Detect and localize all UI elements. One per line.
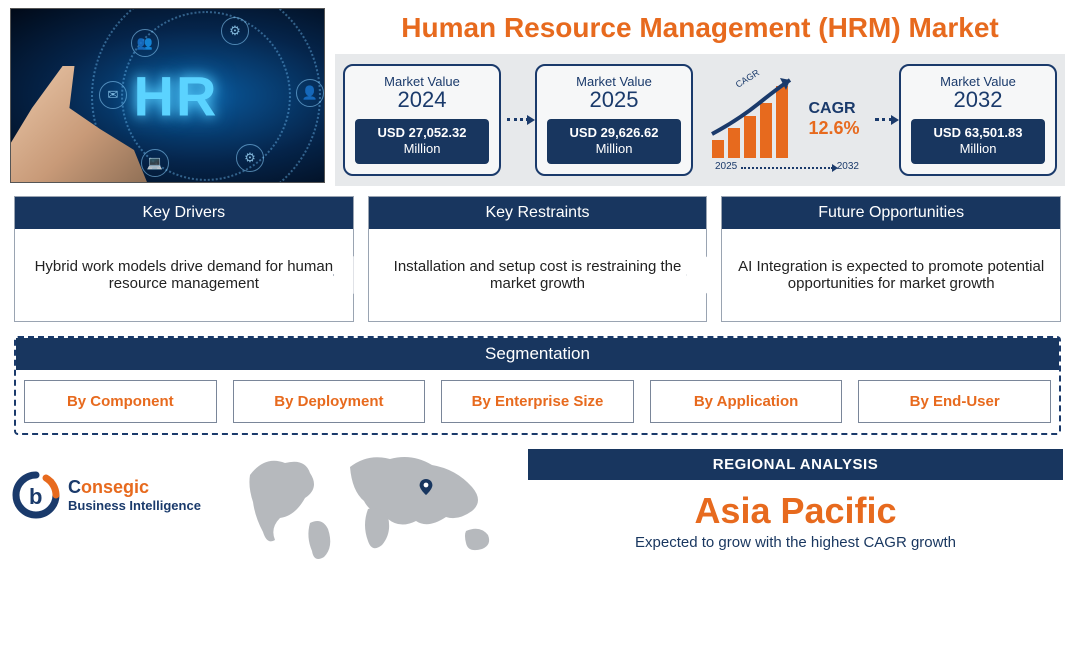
segment-application: By Application <box>650 380 843 423</box>
map-pin-icon <box>418 479 434 495</box>
mv-unit: Million <box>960 141 997 156</box>
mv-value-box: USD 63,501.83 Million <box>911 119 1045 164</box>
segment-enterprise-size: By Enterprise Size <box>441 380 634 423</box>
regional-analysis: REGIONAL ANALYSIS Asia Pacific Expected … <box>528 445 1063 551</box>
logo-text: Consegic Business Intelligence <box>68 477 201 513</box>
future-opportunities-card: Future Opportunities AI Integration is e… <box>721 196 1061 322</box>
regional-subtext: Expected to grow with the highest CAGR g… <box>528 534 1063 551</box>
bottom-row: b Consegic Business Intelligence <box>0 439 1075 573</box>
card-header: Future Opportunities <box>722 197 1060 229</box>
regional-name: Asia Pacific <box>528 480 1063 534</box>
top-row: ⚙ 👥 💻 ⚙ 👤 ✉ HR Human Resource Management… <box>0 0 1075 186</box>
cagr-block: CAGR CAGR 12.6% 2025 2032 <box>699 70 869 170</box>
mv-unit: Million <box>596 141 633 156</box>
svg-text:b: b <box>29 484 42 509</box>
cagr-label: CAGR <box>808 100 859 118</box>
mv-value: USD 63,501.83 <box>934 125 1023 140</box>
mv-unit: Million <box>404 141 441 156</box>
cagr-from-year: 2025 <box>715 161 737 172</box>
card-body: Hybrid work models drive demand for huma… <box>15 229 353 321</box>
market-value-row: Market Value 2024 USD 27,052.32 Million … <box>335 54 1065 186</box>
card-body: AI Integration is expected to promote po… <box>722 229 1060 321</box>
hero-hr-image: ⚙ 👥 💻 ⚙ 👤 ✉ HR <box>10 8 325 183</box>
mv-year: 2024 <box>355 87 489 113</box>
connector-arrow-icon <box>507 118 529 121</box>
cagr-chart-icon: CAGR <box>708 70 800 170</box>
mv-year: 2025 <box>547 87 681 113</box>
market-value-card-2024: Market Value 2024 USD 27,052.32 Million <box>343 64 501 176</box>
connector-arrow-icon <box>875 118 893 121</box>
card-header: Key Restraints <box>369 197 707 229</box>
cagr-year-range: 2025 2032 <box>715 161 859 172</box>
mv-value-box: USD 27,052.32 Million <box>355 119 489 164</box>
card-body: Installation and setup cost is restraini… <box>369 229 707 321</box>
market-value-card-2032: Market Value 2032 USD 63,501.83 Million <box>899 64 1057 176</box>
segment-component: By Component <box>24 380 217 423</box>
mv-value: USD 29,626.62 <box>570 125 659 140</box>
company-logo: b Consegic Business Intelligence <box>12 445 232 519</box>
hero-hr-label: HR <box>134 63 219 128</box>
cagr-text: CAGR 12.6% <box>808 100 859 139</box>
cagr-value: 12.6% <box>808 118 859 139</box>
key-restraints-card: Key Restraints Installation and setup co… <box>368 196 708 322</box>
mv-value-box: USD 29,626.62 Million <box>547 119 681 164</box>
title-and-values-panel: Human Resource Management (HRM) Market M… <box>335 8 1065 186</box>
segment-end-user: By End-User <box>858 380 1051 423</box>
segment-deployment: By Deployment <box>233 380 426 423</box>
market-value-card-2025: Market Value 2025 USD 29,626.62 Million <box>535 64 693 176</box>
page-title: Human Resource Management (HRM) Market <box>335 8 1065 54</box>
regional-header: REGIONAL ANALYSIS <box>528 449 1063 480</box>
logo-line2: Business Intelligence <box>68 498 201 513</box>
segmentation-title: Segmentation <box>16 338 1059 370</box>
card-header: Key Drivers <box>15 197 353 229</box>
svg-text:CAGR: CAGR <box>734 70 762 90</box>
segmentation-section: Segmentation By Component By Deployment … <box>14 336 1061 435</box>
cagr-to-year: 2032 <box>837 161 859 172</box>
logo-line1: Consegic <box>68 477 201 498</box>
logo-mark-icon: b <box>12 471 60 519</box>
info-cards-row: Key Drivers Hybrid work models drive dem… <box>0 186 1075 326</box>
mv-value: USD 27,052.32 <box>378 125 467 140</box>
segmentation-row: By Component By Deployment By Enterprise… <box>24 380 1051 423</box>
mv-year: 2032 <box>911 87 1045 113</box>
world-map <box>240 445 520 565</box>
key-drivers-card: Key Drivers Hybrid work models drive dem… <box>14 196 354 322</box>
